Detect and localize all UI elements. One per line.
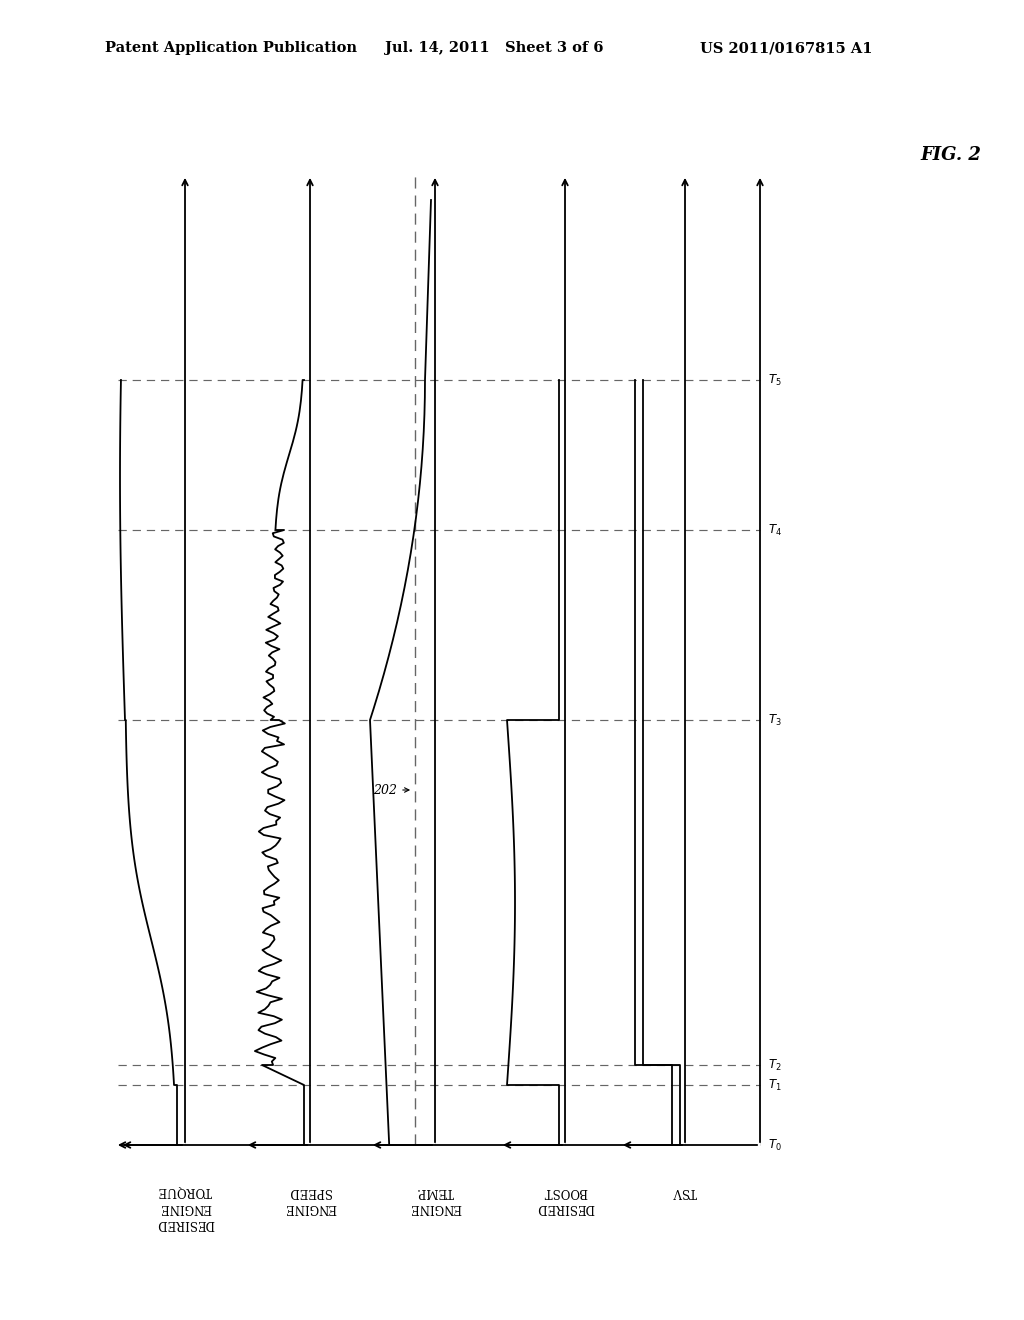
Text: TSV: TSV (673, 1185, 697, 1199)
Text: DESIRED
ENGINE
TORQUE: DESIRED ENGINE TORQUE (156, 1185, 214, 1230)
Text: 202: 202 (373, 784, 397, 796)
Text: FIG. 2: FIG. 2 (920, 147, 981, 164)
Text: $T_3$: $T_3$ (768, 713, 781, 727)
Text: $T_2$: $T_2$ (768, 1057, 781, 1073)
Text: ENGINE
SPEED: ENGINE SPEED (284, 1185, 336, 1214)
Text: $T_5$: $T_5$ (768, 372, 781, 388)
Text: $T_1$: $T_1$ (768, 1077, 781, 1093)
Text: Jul. 14, 2011   Sheet 3 of 6: Jul. 14, 2011 Sheet 3 of 6 (385, 41, 603, 55)
Text: ENGINE
TEMP.: ENGINE TEMP. (409, 1185, 461, 1214)
Text: DESIRED
BOOST: DESIRED BOOST (537, 1185, 594, 1214)
Text: Patent Application Publication: Patent Application Publication (105, 41, 357, 55)
Text: $T_4$: $T_4$ (768, 523, 782, 537)
Text: $T_0$: $T_0$ (768, 1138, 781, 1152)
Text: US 2011/0167815 A1: US 2011/0167815 A1 (700, 41, 872, 55)
